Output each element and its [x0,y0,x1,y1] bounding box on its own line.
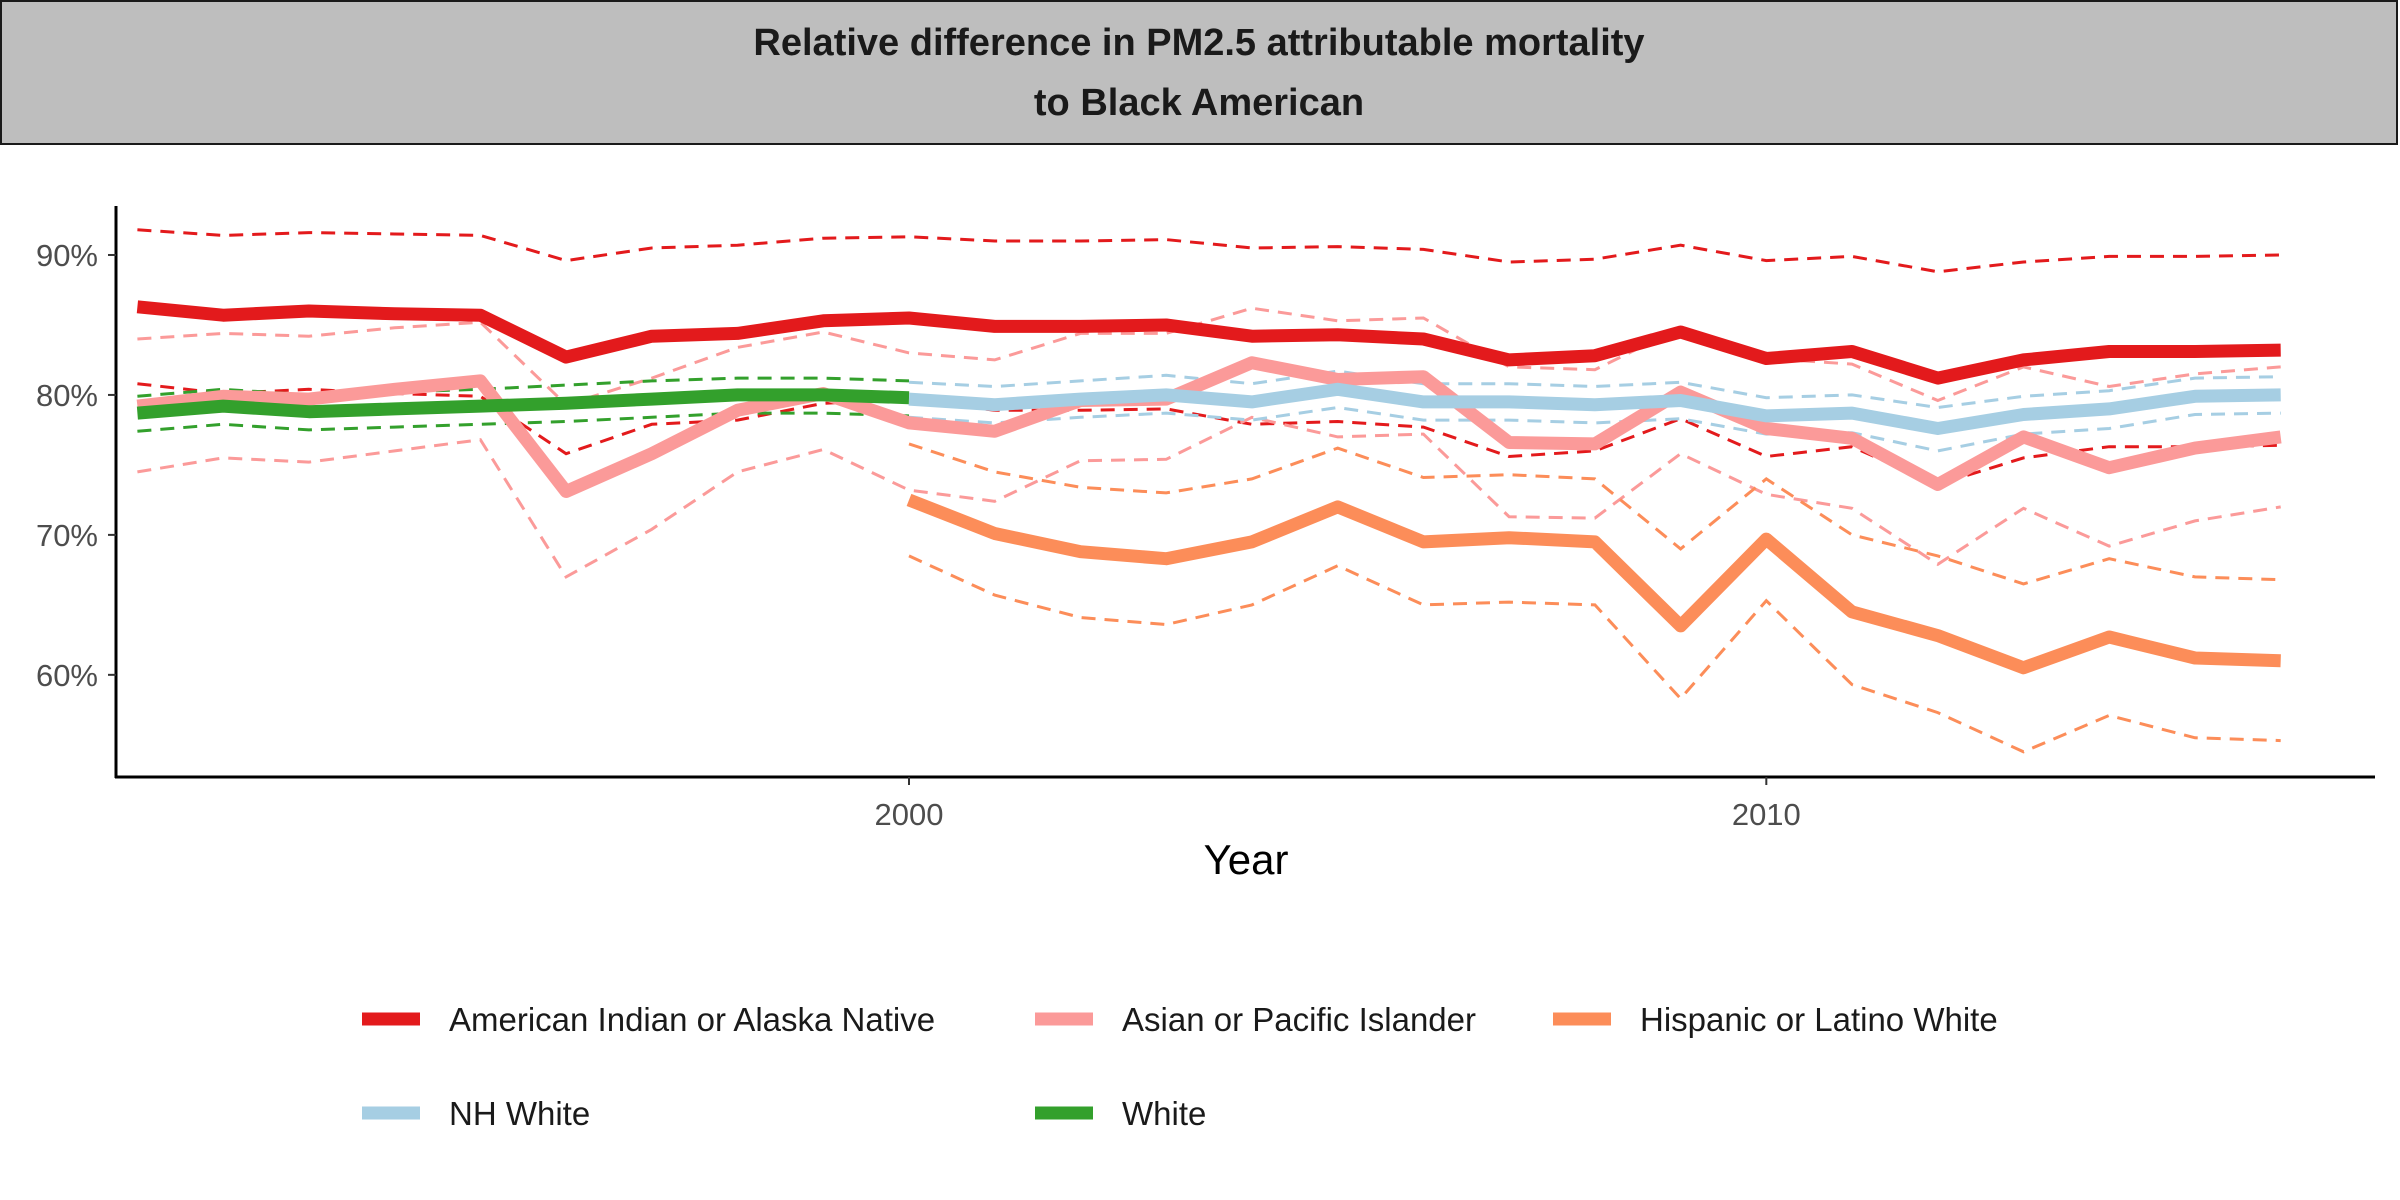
x-axis-title: Year [1204,836,1289,883]
asian-or-pacific-islander-upper-bound-line [137,306,2281,407]
y-tick-label: 90% [36,238,98,273]
hispanic-or-latino-white-lower-bound-line [908,554,2281,754]
hispanic-or-latino-white-upper-bound-line [908,442,2281,586]
y-tick-label: 80% [36,378,98,413]
white-line [136,388,910,420]
american-indian-or-alaska-native-legend-label: American Indian or Alaska Native [449,1001,935,1038]
american-indian-or-alaska-native-line [136,300,2281,385]
hispanic-or-latino-white-line [906,493,2281,675]
y-tick-label: 60% [36,658,98,693]
nh-white-lower-bound-line [908,405,2281,453]
x-tick-label: 2000 [875,797,944,832]
white-legend-label: White [1122,1095,1206,1132]
asian-or-pacific-islander-legend-label: Asian or Pacific Islander [1122,1001,1476,1038]
y-axis-ticks: 60% 70% 80% 90% [36,238,116,693]
facet-title-strip: Relative difference in PM2.5 attributabl… [0,0,2398,145]
chart-title: Relative difference in PM2.5 attributabl… [753,21,1645,124]
nh-white-legend-label: NH White [449,1095,590,1132]
american-indian-or-alaska-native-upper-bound-line [137,228,2281,274]
nh-white-line [908,382,2281,435]
asian-or-pacific-islander-lower-bound-line [137,415,2281,579]
series-lines [136,228,2282,754]
x-axis-ticks: 2000 2010 [875,777,1801,832]
x-tick-label: 2010 [1732,797,1801,832]
y-tick-label: 70% [36,518,98,553]
legend: American Indian or Alaska Native Asian or… [362,1001,1998,1132]
hispanic-or-latino-white-legend-label: Hispanic or Latino White [1640,1001,1998,1038]
